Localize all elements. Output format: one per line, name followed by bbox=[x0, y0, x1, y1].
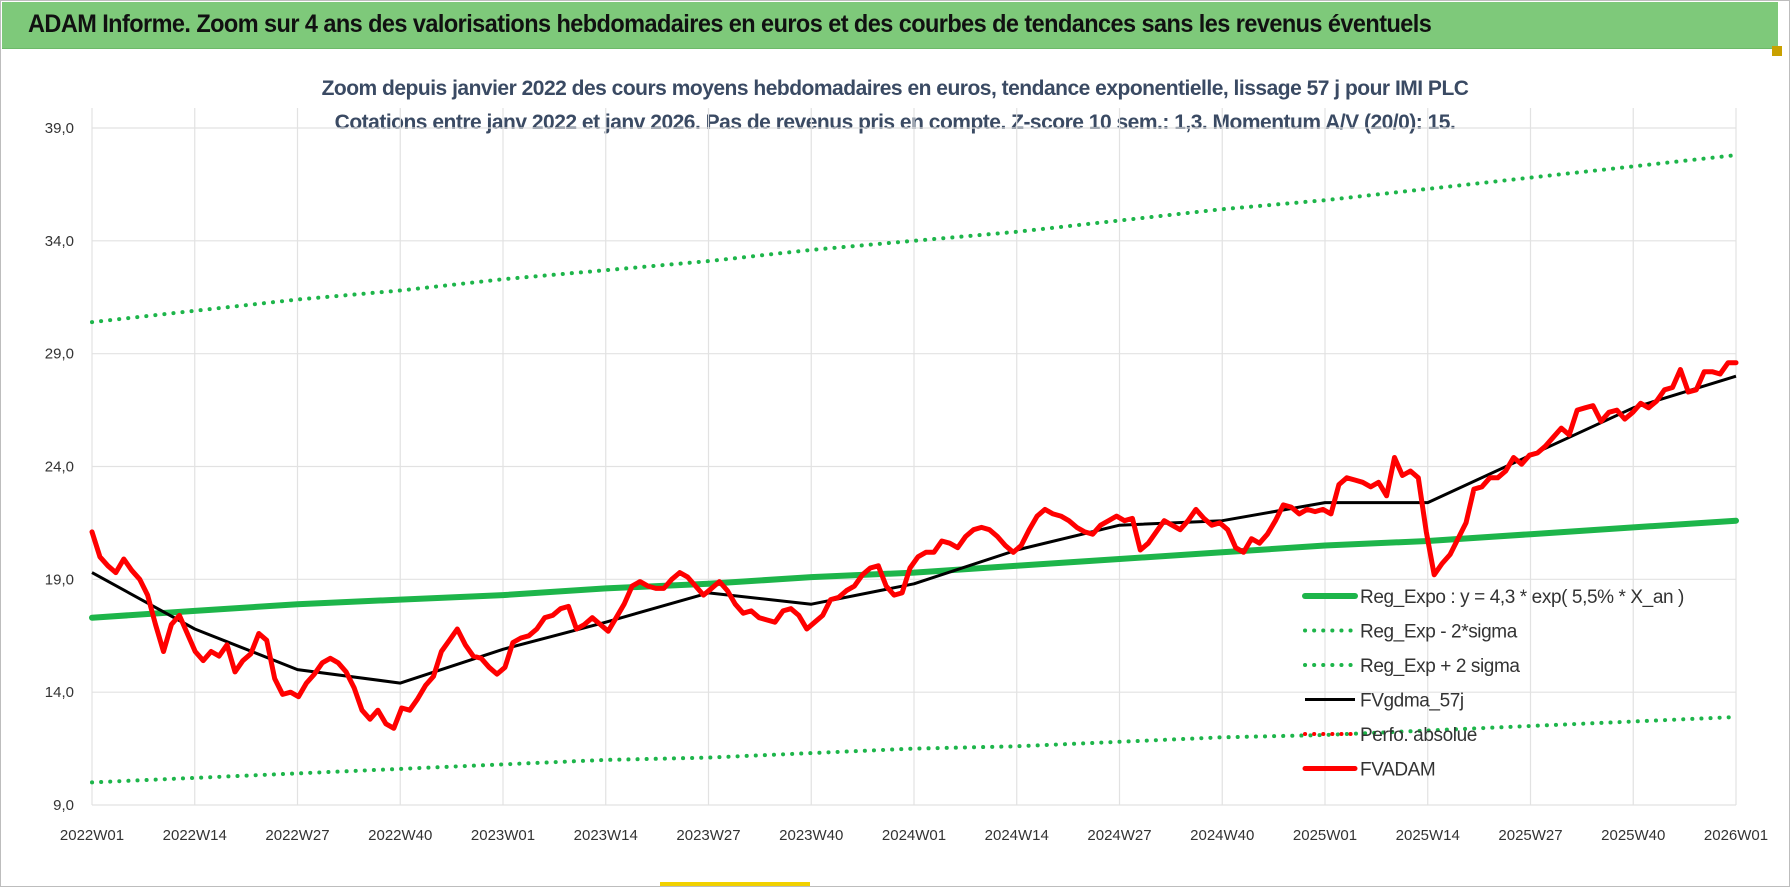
x-tick-label: 2026W01 bbox=[1704, 827, 1768, 844]
corner-marker bbox=[1772, 46, 1782, 56]
x-tick-label: 2022W27 bbox=[265, 827, 329, 844]
x-tick-label: 2025W27 bbox=[1498, 827, 1562, 844]
x-tick-label: 2023W40 bbox=[779, 827, 843, 844]
x-tick-label: 2022W14 bbox=[163, 827, 227, 844]
x-tick-label: 2025W01 bbox=[1293, 827, 1357, 844]
grid-lines bbox=[91, 108, 1737, 806]
x-tick-label: 2022W40 bbox=[368, 827, 432, 844]
x-tick-label: 2022W01 bbox=[60, 827, 124, 844]
chart-series bbox=[89, 153, 1739, 785]
x-tick-label: 2024W27 bbox=[1087, 827, 1151, 844]
series-reg-expo bbox=[89, 517, 1739, 621]
y-tick-label: 39,0 bbox=[45, 120, 74, 137]
bottom-marker bbox=[660, 882, 810, 886]
x-tick-label: 2023W27 bbox=[676, 827, 740, 844]
x-tick-label: 2024W40 bbox=[1190, 827, 1254, 844]
series-fvadam bbox=[89, 360, 1739, 731]
y-tick-label: 24,0 bbox=[45, 459, 74, 476]
legend-entry: FVgdma_57j bbox=[1360, 691, 1464, 712]
y-tick-label: 9,0 bbox=[53, 797, 74, 814]
series-fvgdma-57j bbox=[91, 374, 1737, 685]
legend-entry: FVADAM bbox=[1360, 760, 1435, 781]
x-axis-ticks: 2022W01 2022W14 2022W27 2022W40 2023W01 2023W… bbox=[60, 827, 1768, 844]
legend-entry: Reg_Exp + 2 sigma bbox=[1360, 656, 1520, 677]
title-banner: ADAM Informe. Zoom sur 4 ans des valoris… bbox=[2, 2, 1778, 49]
chart-title: Zoom depuis janvier 2022 des cours moyen… bbox=[322, 77, 1469, 100]
y-axis-ticks: 9,0 14,0 19,0 24,0 29,0 34,0 39,0 bbox=[45, 120, 74, 814]
legend-entry: Reg_Expo : y = 4,3 * exp( 5,5% * X_an ) bbox=[1360, 587, 1684, 608]
x-tick-label: 2025W40 bbox=[1601, 827, 1665, 844]
x-tick-label: 2024W01 bbox=[882, 827, 946, 844]
x-tick-label: 2024W14 bbox=[985, 827, 1049, 844]
x-tick-label: 2023W01 bbox=[471, 827, 535, 844]
y-tick-label: 34,0 bbox=[45, 233, 74, 250]
chart-legend: Reg_Expo : y = 4,3 * exp( 5,5% * X_an ) R… bbox=[1302, 587, 1684, 781]
y-tick-label: 29,0 bbox=[45, 346, 74, 363]
series-reg-minus-2sigma bbox=[90, 715, 1738, 785]
legend-entry: Perfo. absolue bbox=[1360, 725, 1477, 746]
y-tick-label: 14,0 bbox=[45, 684, 74, 701]
y-tick-label: 19,0 bbox=[45, 571, 74, 588]
banner-title: ADAM Informe. Zoom sur 4 ans des valoris… bbox=[28, 10, 1432, 38]
x-tick-label: 2023W14 bbox=[574, 827, 638, 844]
x-tick-label: 2025W14 bbox=[1396, 827, 1460, 844]
legend-entry: Reg_Exp - 2*sigma bbox=[1360, 622, 1518, 643]
